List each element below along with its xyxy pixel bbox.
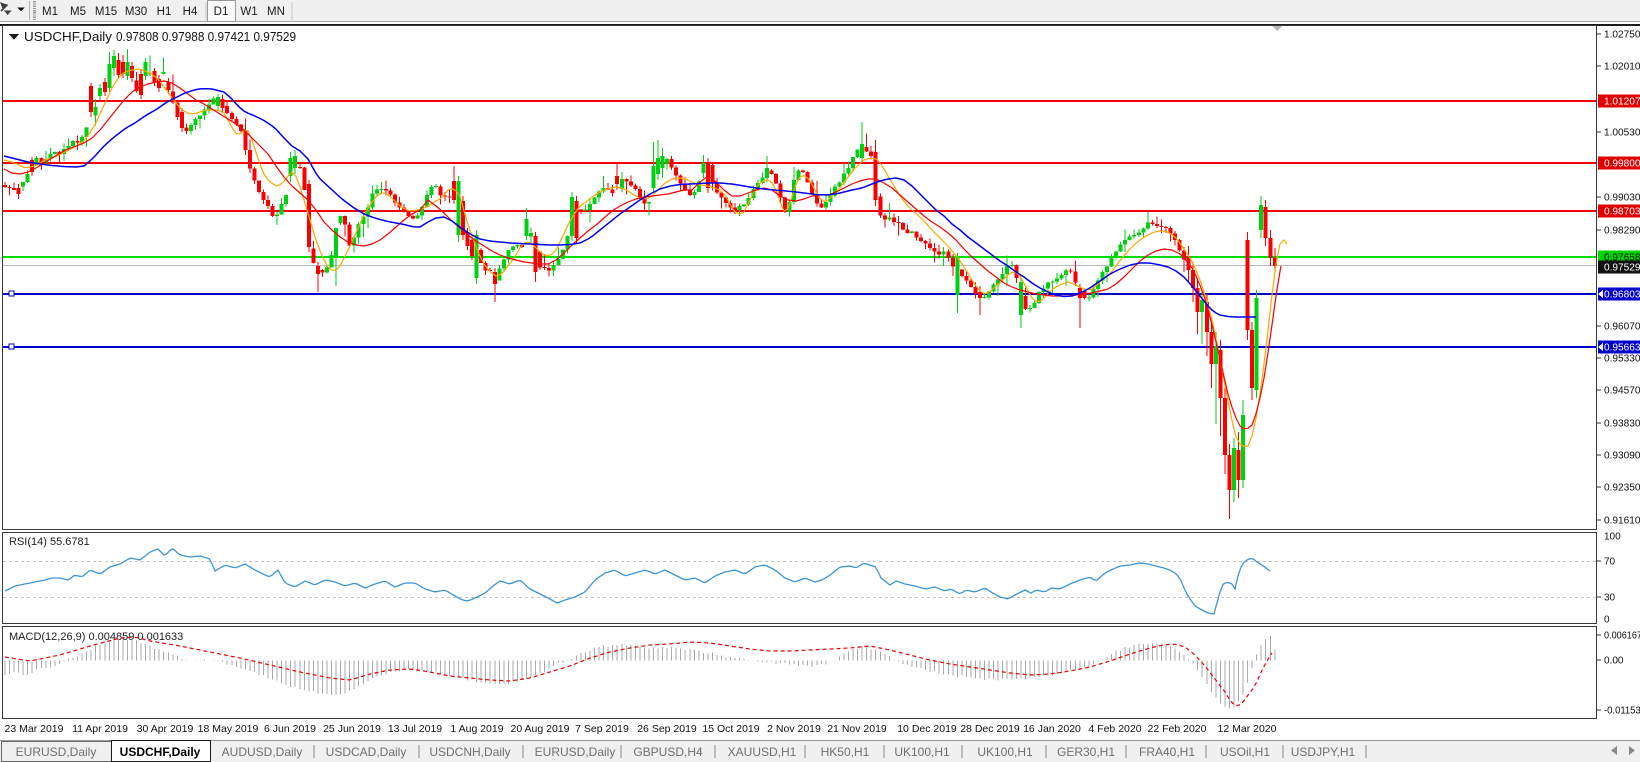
svg-text:13 Jul 2019: 13 Jul 2019: [388, 723, 442, 735]
svg-text:H1: H1: [157, 6, 172, 18]
svg-text:XAUUSD,H1: XAUUSD,H1: [728, 745, 797, 759]
svg-text:6 Jun 2019: 6 Jun 2019: [264, 723, 316, 735]
svg-text:HK50,H1: HK50,H1: [821, 745, 870, 759]
svg-text:FRA40,H1: FRA40,H1: [1139, 745, 1195, 759]
svg-text:AUDUSD,Daily: AUDUSD,Daily: [222, 745, 303, 759]
svg-text:22 Feb 2020: 22 Feb 2020: [1148, 723, 1207, 735]
svg-text:21 Nov 2019: 21 Nov 2019: [827, 723, 887, 735]
svg-text:USOil,H1: USOil,H1: [1220, 745, 1270, 759]
svg-text:2 Nov 2019: 2 Nov 2019: [767, 723, 821, 735]
svg-text:UK100,H1: UK100,H1: [894, 745, 950, 759]
svg-text:M5: M5: [70, 6, 86, 18]
svg-text:10 Dec 2019: 10 Dec 2019: [897, 723, 957, 735]
svg-text:1.02750: 1.02750: [1604, 30, 1640, 41]
svg-text:0.98703: 0.98703: [1604, 207, 1640, 218]
svg-text:1.02010: 1.02010: [1604, 62, 1640, 73]
svg-text:18 May 2019: 18 May 2019: [198, 723, 259, 735]
svg-text:-0.011531: -0.011531: [1604, 706, 1640, 717]
svg-text:0.99030: 0.99030: [1604, 193, 1640, 204]
svg-text:D1: D1: [214, 6, 229, 18]
svg-text:16 Jan 2020: 16 Jan 2020: [1023, 723, 1081, 735]
svg-text:15 Oct 2019: 15 Oct 2019: [702, 723, 759, 735]
svg-text:0.98290: 0.98290: [1604, 226, 1640, 237]
svg-text:USDCNH,Daily: USDCNH,Daily: [429, 745, 510, 759]
svg-text:USDJPY,H1: USDJPY,H1: [1291, 745, 1356, 759]
svg-text:W1: W1: [240, 6, 257, 18]
svg-text:EURUSD,Daily: EURUSD,Daily: [16, 745, 97, 759]
svg-text:USDCHF,Daily: USDCHF,Daily: [120, 745, 201, 759]
svg-text:0.91610: 0.91610: [1604, 516, 1640, 527]
svg-text:0.97808 0.97988 0.97421 0.9752: 0.97808 0.97988 0.97421 0.97529: [116, 30, 296, 44]
svg-text:M30: M30: [125, 6, 147, 18]
svg-text:0.93830: 0.93830: [1604, 419, 1640, 430]
svg-text:70: 70: [1604, 557, 1616, 568]
svg-text:M15: M15: [95, 6, 117, 18]
svg-text:0.94570: 0.94570: [1604, 386, 1640, 397]
svg-text:25 Jun 2019: 25 Jun 2019: [323, 723, 381, 735]
svg-text:0.93090: 0.93090: [1604, 451, 1640, 462]
svg-text:1.01207: 1.01207: [1604, 97, 1640, 108]
svg-text:0.95330: 0.95330: [1604, 354, 1640, 365]
svg-text:0.99800: 0.99800: [1604, 159, 1640, 170]
svg-text:11 Apr 2019: 11 Apr 2019: [72, 723, 128, 735]
svg-text:RSI(14) 55.6781: RSI(14) 55.6781: [9, 536, 90, 548]
svg-text:100: 100: [1604, 532, 1621, 543]
svg-text:MN: MN: [267, 6, 285, 18]
svg-text:GER30,H1: GER30,H1: [1057, 745, 1115, 759]
svg-text:0.97658: 0.97658: [1604, 253, 1640, 264]
svg-text:12 Mar 2020: 12 Mar 2020: [1218, 723, 1277, 735]
svg-text:1 Aug 2019: 1 Aug 2019: [450, 723, 503, 735]
svg-text:30 Apr 2019: 30 Apr 2019: [137, 723, 194, 735]
svg-text:28 Dec 2019: 28 Dec 2019: [960, 723, 1020, 735]
svg-text:0.97529: 0.97529: [1604, 263, 1640, 274]
svg-text:26 Sep 2019: 26 Sep 2019: [637, 723, 697, 735]
svg-text:H4: H4: [183, 6, 198, 18]
svg-text:0.96070: 0.96070: [1604, 322, 1640, 333]
svg-text:0.92350: 0.92350: [1604, 483, 1640, 494]
svg-text:4 Feb 2020: 4 Feb 2020: [1088, 723, 1141, 735]
svg-text:0: 0: [1604, 615, 1610, 626]
svg-text:23 Mar 2019: 23 Mar 2019: [5, 723, 64, 735]
svg-text:GBPUSD,H4: GBPUSD,H4: [633, 745, 703, 759]
svg-text:0.96803: 0.96803: [1604, 290, 1640, 301]
svg-text:20 Aug 2019: 20 Aug 2019: [511, 723, 570, 735]
svg-text:M1: M1: [42, 6, 58, 18]
svg-text:USDCHF,Daily: USDCHF,Daily: [24, 30, 113, 44]
svg-text:0.95663: 0.95663: [1604, 343, 1640, 354]
svg-text:7 Sep 2019: 7 Sep 2019: [575, 723, 629, 735]
svg-text:UK100,H1: UK100,H1: [977, 745, 1033, 759]
svg-text:MACD(12,26,9) 0.004859 0.00163: MACD(12,26,9) 0.004859 0.001633: [9, 631, 183, 643]
svg-text:1.00530: 1.00530: [1604, 128, 1640, 139]
svg-text:0.006167: 0.006167: [1604, 631, 1640, 642]
svg-text:0.00: 0.00: [1604, 656, 1624, 667]
svg-text:EURUSD,Daily: EURUSD,Daily: [535, 745, 616, 759]
svg-text:USDCAD,Daily: USDCAD,Daily: [326, 745, 407, 759]
svg-text:30: 30: [1604, 593, 1616, 604]
